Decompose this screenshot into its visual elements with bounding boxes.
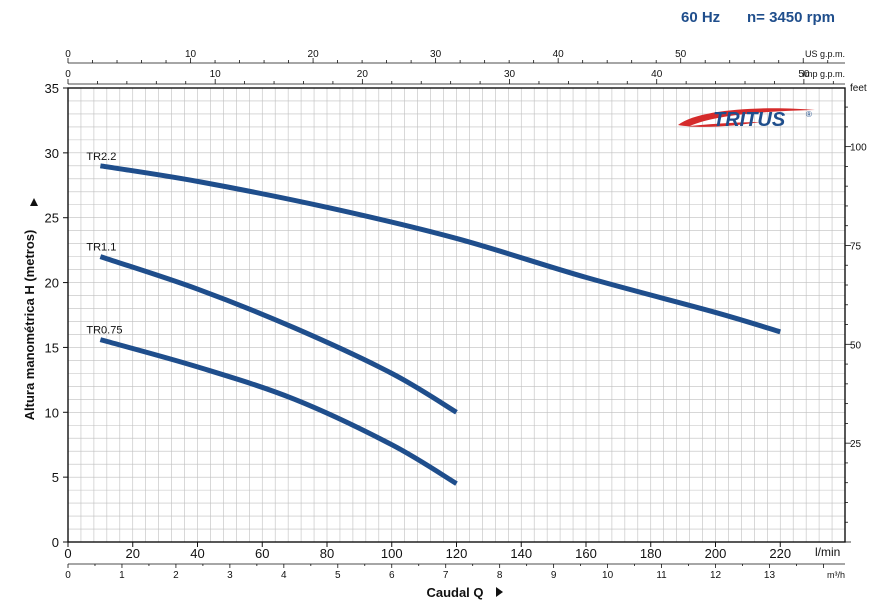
x-tick-label: 160 (575, 546, 597, 561)
feet-unit-label: feet (850, 83, 867, 94)
imp-gpm-tick-label: 0 (65, 69, 71, 80)
tritus-logo: TRITUS ® (678, 108, 815, 131)
imp-gpm-unit-label: Imp g.p.m. (802, 69, 845, 79)
us-gpm-tick-label: 20 (308, 49, 320, 60)
m3h-tick-label: 1 (119, 570, 125, 581)
m3h-tick-label: 9 (551, 570, 557, 581)
y-tick-label: 5 (52, 470, 59, 485)
curve-tr1-1 (99, 254, 458, 415)
y-tick-label: 30 (45, 146, 59, 161)
us-gpm-tick-label: 30 (430, 49, 442, 60)
frequency-label: 60 Hz (681, 9, 721, 26)
x-tick-label: 220 (769, 546, 791, 561)
x-tick-label: 200 (705, 546, 727, 561)
y-tick-label: 25 (45, 211, 59, 226)
imp-gpm-tick-label: 40 (651, 69, 663, 80)
m3h-tick-label: 0 (65, 570, 71, 581)
x-tick-label: 20 (126, 546, 140, 561)
curve-tr2-2 (99, 163, 781, 335)
m3h-tick-label: 7 (443, 570, 449, 581)
m3h-tick-label: 11 (656, 570, 667, 581)
speed-label: n= 3450 rpm (747, 9, 835, 26)
y-tick-label: 35 (45, 81, 59, 96)
m3h-tick-label: 12 (710, 570, 722, 581)
m3h-unit-label: m³/h (827, 570, 845, 580)
logo-registered-mark: ® (806, 110, 812, 119)
m3h-tick-label: 3 (227, 570, 233, 581)
m3h-tick-label: 2 (173, 570, 179, 581)
m3h-tick-label: 5 (335, 570, 341, 581)
y-tick-label: 15 (45, 340, 59, 355)
feet-tick-label: 25 (850, 439, 862, 450)
imp-gpm-tick-label: 50 (798, 69, 810, 80)
logo-swoosh-icon (678, 108, 815, 127)
x-tick-label: 140 (510, 546, 532, 561)
x-axis-title: Caudal Q (426, 585, 483, 600)
m3h-tick-label: 8 (497, 570, 503, 581)
curve-label-tr2-2: TR2.2 (86, 151, 116, 163)
us-gpm-unit-label: US g.p.m. (805, 49, 845, 59)
feet-tick-label: 50 (850, 340, 862, 351)
imp-gpm-tick-label: 10 (210, 69, 222, 80)
m3h-tick-label: 10 (602, 570, 614, 581)
feet-tick-label: 75 (850, 241, 862, 252)
us-gpm-tick-label: 50 (675, 49, 687, 60)
logo-wordmark: TRITUS (713, 109, 786, 131)
curve-tr0-75 (99, 337, 458, 486)
y-tick-label: 20 (45, 276, 59, 291)
performance-curves: TR2.2 TR1.1 TR0.75 (86, 151, 781, 486)
imp-gpm-tick-label: 20 (357, 69, 369, 80)
x-axis-arrow-icon (496, 587, 503, 597)
us-gpm-tick-label: 10 (185, 49, 197, 60)
x-tick-label: 60 (255, 546, 269, 561)
plot-grid (67, 87, 846, 543)
feet-tick-label: 100 (850, 143, 867, 154)
y-tick-label: 0 (52, 535, 59, 550)
m3h-tick-label: 13 (764, 570, 776, 581)
m3h-tick-label: 6 (389, 570, 395, 581)
m3h-tick-label: 4 (281, 570, 287, 581)
y-tick-label: 10 (45, 405, 59, 420)
y-axis-arrow-icon (30, 198, 38, 206)
x-tick-label: 80 (320, 546, 334, 561)
curve-label-tr1-1: TR1.1 (86, 242, 116, 254)
x-tick-label: 0 (64, 546, 71, 561)
us-gpm-tick-label: 0 (65, 49, 71, 60)
curve-label-tr0-75: TR0.75 (86, 325, 122, 337)
x-tick-label: 100 (381, 546, 403, 561)
x-tick-label: 40 (190, 546, 204, 561)
imp-gpm-tick-label: 30 (504, 69, 516, 80)
x-unit-label: l/min (815, 545, 840, 559)
x-tick-label: 120 (446, 546, 468, 561)
y-axis-title: Altura manométrica H (metros) (22, 230, 37, 421)
us-gpm-tick-label: 40 (553, 49, 565, 60)
x-tick-label: 180 (640, 546, 662, 561)
